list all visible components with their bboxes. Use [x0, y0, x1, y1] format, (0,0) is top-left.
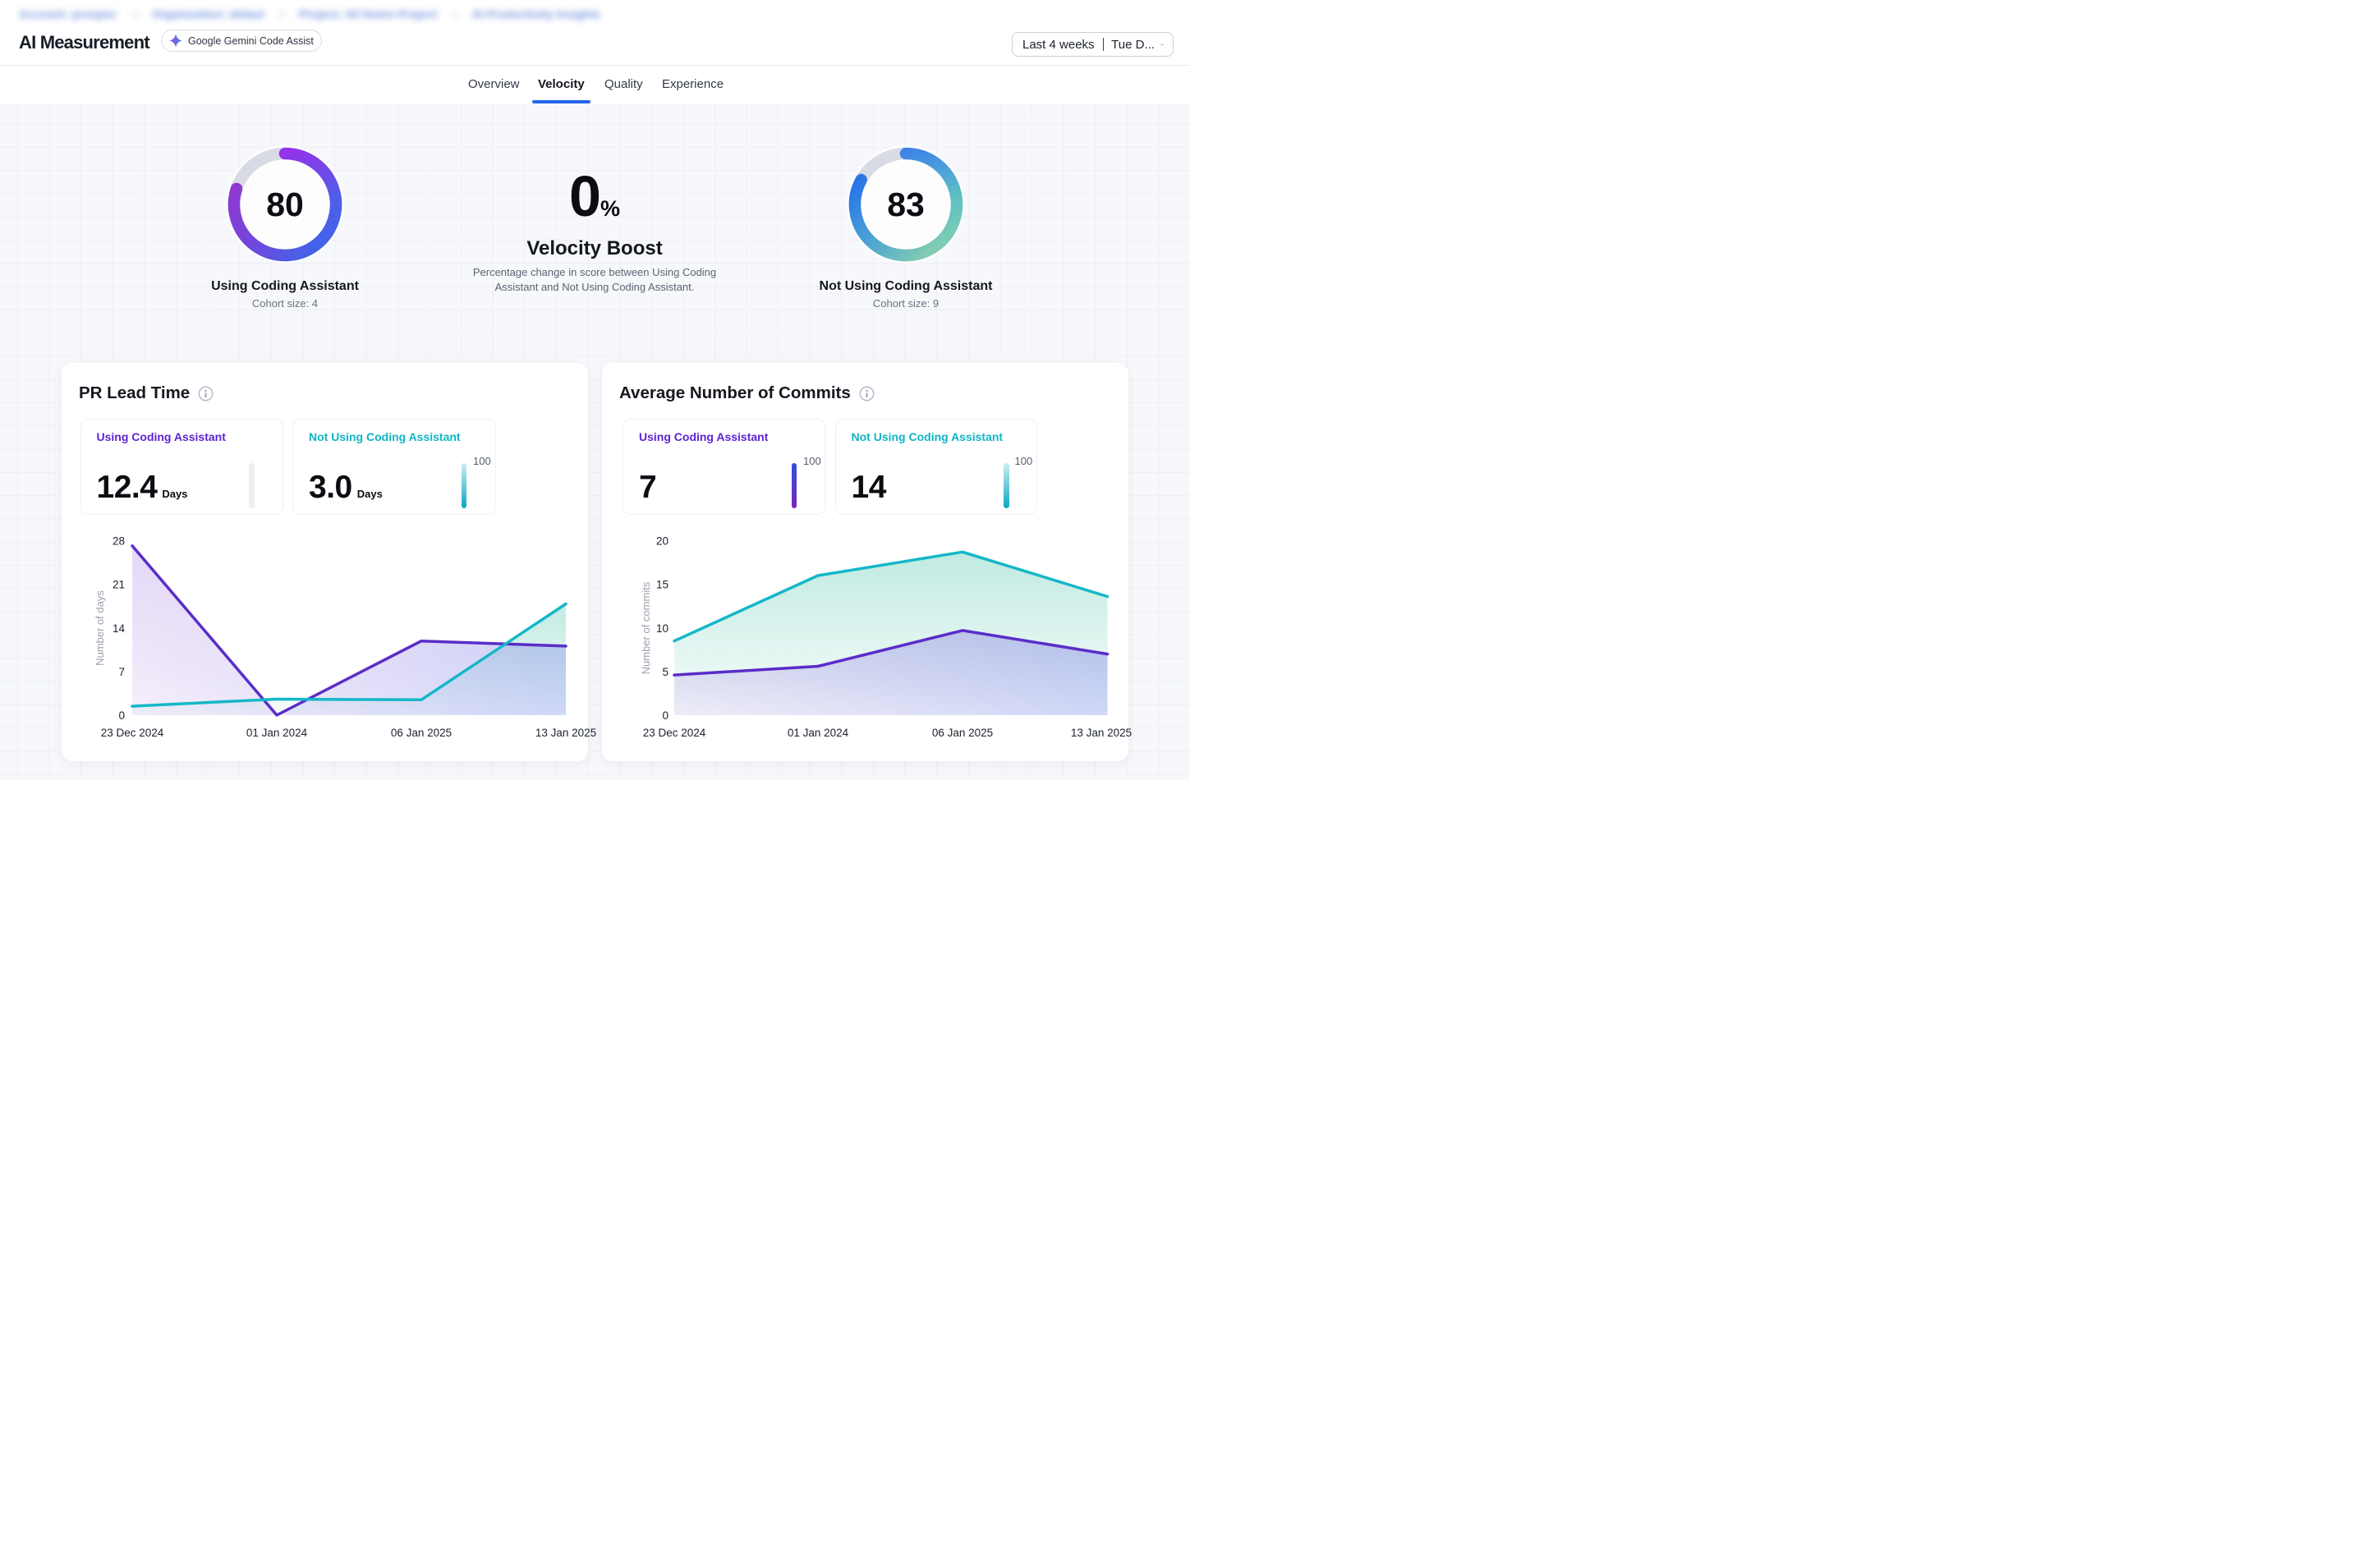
svg-text:01 Jan 2024: 01 Jan 2024	[246, 727, 308, 739]
svg-text:0: 0	[662, 709, 669, 722]
svg-text:10: 10	[656, 622, 669, 635]
svg-text:06 Jan 2025: 06 Jan 2025	[932, 727, 993, 739]
svg-text:15: 15	[656, 579, 669, 591]
svg-text:13 Jan 2025: 13 Jan 2025	[535, 727, 596, 739]
svg-text:01 Jan 2024: 01 Jan 2024	[788, 727, 849, 739]
svg-text:23 Dec 2024: 23 Dec 2024	[643, 727, 706, 739]
svg-text:Number of days: Number of days	[94, 590, 106, 666]
svg-text:0: 0	[118, 709, 125, 722]
svg-text:14: 14	[113, 622, 126, 635]
svg-text:13 Jan 2025: 13 Jan 2025	[1071, 727, 1132, 739]
svg-text:7: 7	[118, 666, 125, 678]
svg-text:21: 21	[113, 579, 125, 591]
svg-text:06 Jan 2025: 06 Jan 2025	[391, 727, 452, 739]
svg-text:20: 20	[656, 535, 669, 548]
svg-text:23 Dec 2024: 23 Dec 2024	[101, 727, 164, 739]
svg-text:Number of commits: Number of commits	[640, 581, 652, 674]
svg-text:5: 5	[662, 666, 669, 678]
svg-text:28: 28	[113, 535, 125, 548]
